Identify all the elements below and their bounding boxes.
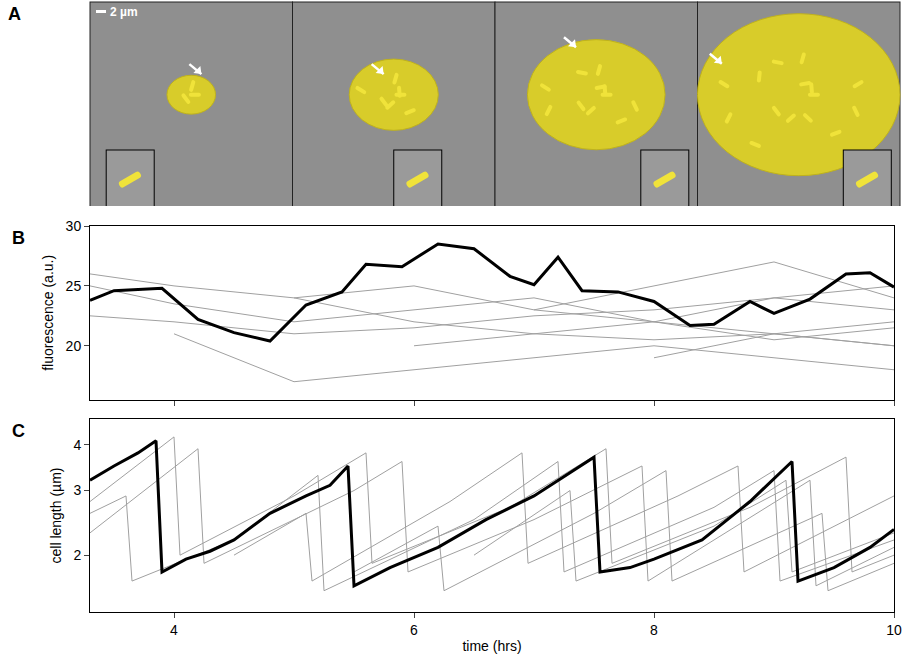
svg-text:2 µm: 2 µm bbox=[110, 5, 138, 19]
svg-text:8: 8 bbox=[650, 622, 658, 638]
svg-text:B: B bbox=[12, 228, 25, 248]
svg-text:30: 30 bbox=[66, 218, 82, 234]
svg-text:time (hrs): time (hrs) bbox=[462, 638, 521, 654]
svg-text:20: 20 bbox=[66, 338, 82, 354]
svg-text:6: 6 bbox=[410, 622, 418, 638]
svg-text:4: 4 bbox=[170, 622, 178, 638]
svg-text:A: A bbox=[8, 4, 21, 24]
svg-text:cell length (µm): cell length (µm) bbox=[48, 468, 64, 564]
svg-text:C: C bbox=[12, 421, 25, 441]
svg-text:25: 25 bbox=[66, 278, 82, 294]
svg-text:2: 2 bbox=[73, 547, 81, 563]
svg-text:fluorescence (a.u.): fluorescence (a.u.) bbox=[40, 255, 56, 371]
svg-text:3: 3 bbox=[73, 482, 81, 498]
svg-text:4: 4 bbox=[73, 437, 81, 453]
svg-text:10: 10 bbox=[886, 622, 902, 638]
